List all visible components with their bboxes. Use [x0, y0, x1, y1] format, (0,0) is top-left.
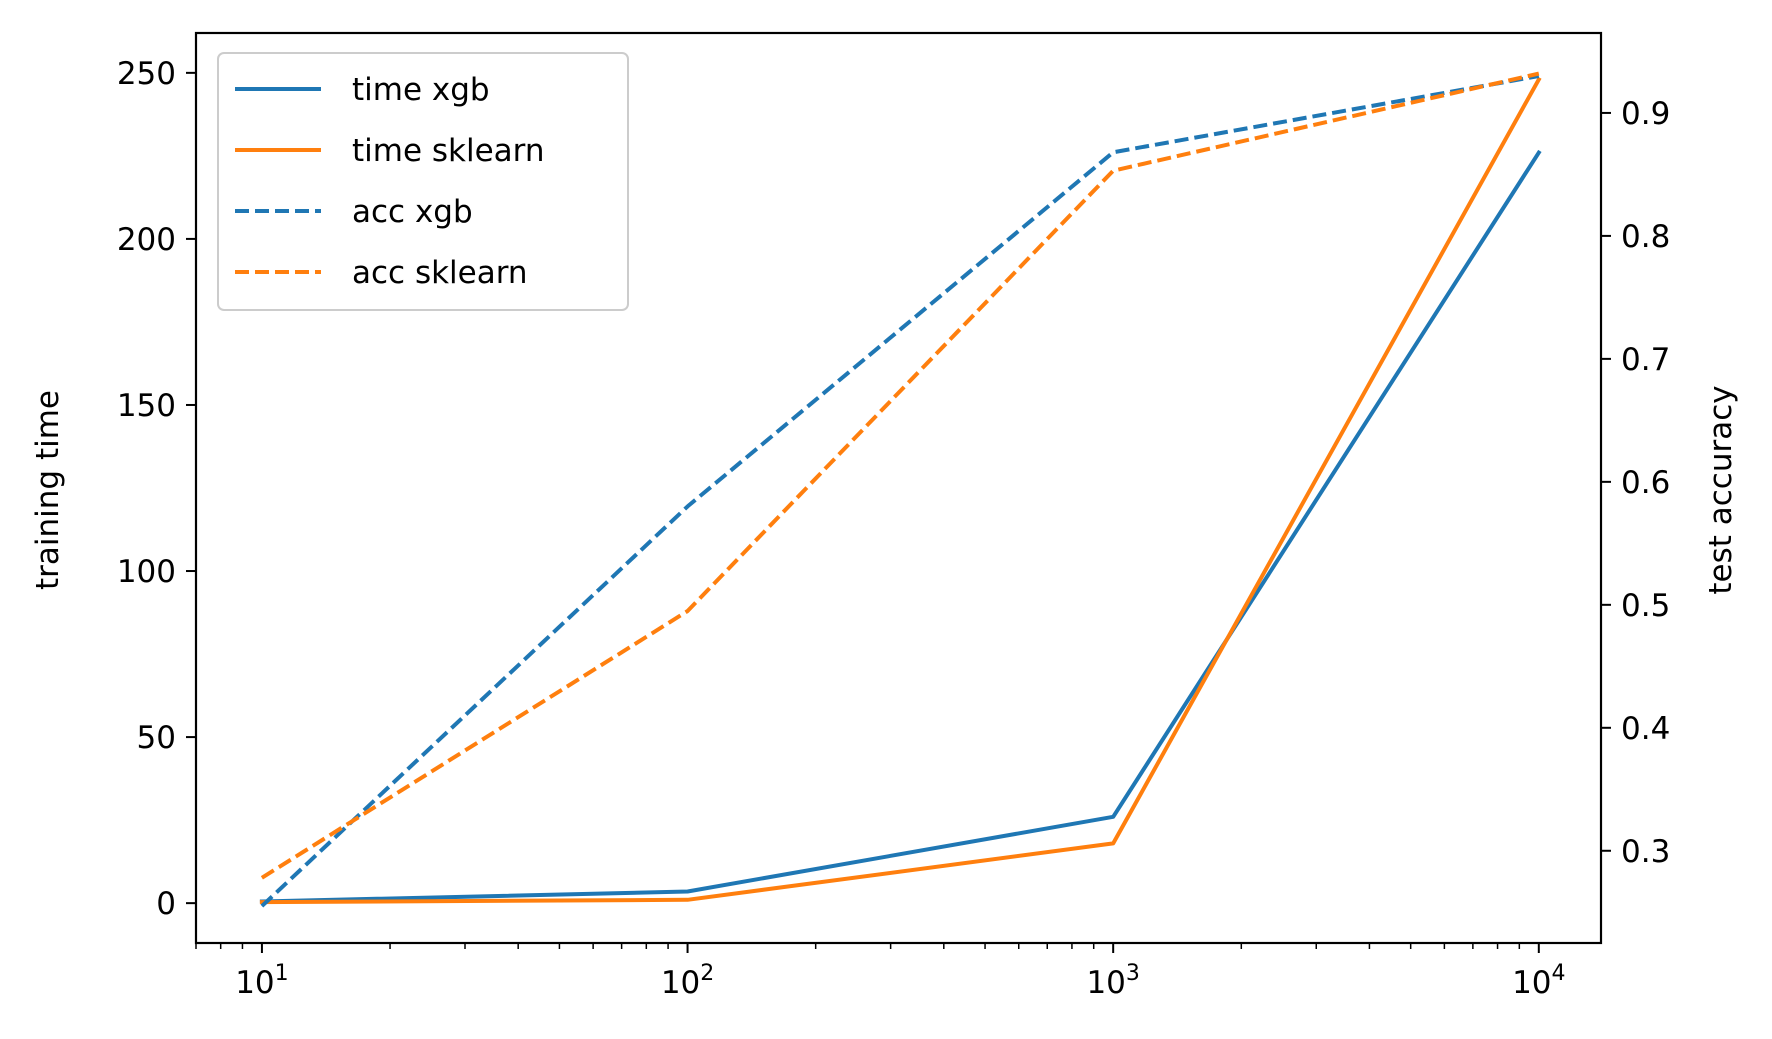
x-tick-label: 102 [661, 961, 714, 1001]
x-tick-label: 104 [1512, 961, 1565, 1001]
right-y-tick-label: 0.9 [1621, 96, 1670, 132]
legend-label: acc sklearn [352, 255, 528, 291]
legend-label: time sklearn [352, 133, 545, 169]
legend-label: acc xgb [352, 194, 473, 230]
legend-label: time xgb [352, 72, 490, 108]
legend: time xgb time sklearn acc xgb acc sklearn [217, 52, 629, 311]
right-y-tick-label: 0.6 [1621, 465, 1670, 501]
right-y-tick-label: 0.7 [1621, 342, 1670, 378]
series-acc-xgb [260, 74, 1540, 908]
series-acc-sklearn [260, 71, 1540, 880]
series-time-xgb [259, 149, 1542, 904]
left-y-tick-label: 50 [137, 720, 176, 756]
right-y-tick-label: 0.8 [1621, 219, 1670, 255]
series-time-sklearn [259, 76, 1542, 905]
plot-frame [194, 31, 1603, 945]
left-y-tick-label: 200 [117, 222, 176, 258]
left-axis-label: training time [30, 390, 66, 590]
legend-box [217, 52, 629, 311]
right-y-tick-label: 0.4 [1621, 711, 1670, 747]
left-y-tick-label: 250 [117, 56, 176, 92]
x-tick-label: 103 [1086, 961, 1139, 1001]
right-y-tick-label: 0.5 [1621, 588, 1670, 624]
right-y-tick-label: 0.3 [1621, 834, 1670, 870]
series-layer [259, 71, 1542, 908]
left-y-tick-label: 100 [117, 554, 176, 590]
x-tick-label: 101 [235, 961, 288, 1001]
axes-layer: 101 102 103 104 0 50 100 150 200 250 0.3 0.4 0.5 0.6 0… [117, 56, 1670, 1001]
left-y-tick-label: 150 [117, 388, 176, 424]
left-y-tick-label: 0 [156, 886, 176, 922]
right-axis-label: test accuracy [1703, 385, 1739, 594]
